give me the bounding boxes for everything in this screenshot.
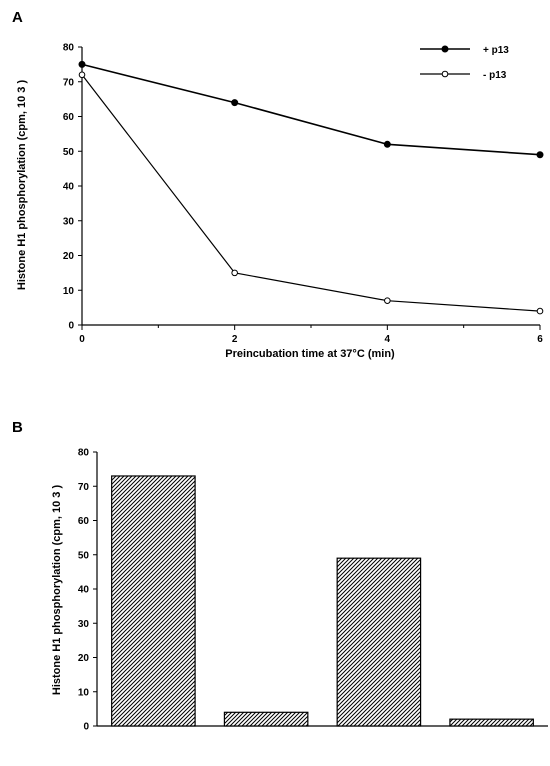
- y-tick-label: 10: [63, 286, 75, 297]
- y-tick-label: 50: [63, 147, 75, 158]
- panel-a-axes: [81, 47, 540, 326]
- y-tick-label: 80: [78, 448, 90, 459]
- data-point-plus-p13: [536, 151, 544, 159]
- bar-3: [336, 557, 422, 727]
- panel-a-label: A: [12, 9, 23, 26]
- legend-label-plus-p13: + p13: [483, 45, 509, 56]
- data-point-minus-p13: [78, 71, 86, 79]
- y-tick-label: 40: [63, 182, 75, 193]
- legend-label-minus-p13: - p13: [483, 70, 507, 81]
- bar-1: [111, 475, 196, 727]
- x-tick-label: 2: [232, 334, 238, 345]
- panel-a-y-ticks: 0 10 20 30 40 50 60 70 80: [63, 43, 82, 332]
- series-line-plus-p13: [81, 63, 541, 156]
- panel-b-y-axis-title: Histone H1 phosphorylation (cpm, 10 3 ): [51, 485, 63, 696]
- data-point-plus-p13: [231, 99, 239, 107]
- panel-a-legend: + p13 - p13: [420, 45, 509, 81]
- y-tick-label: 70: [63, 77, 75, 88]
- panel-b-bars: [111, 475, 534, 727]
- y-tick-label: 60: [78, 516, 90, 527]
- panel-a-x-axis-title: Preincubation time at 37°C (min): [225, 348, 395, 360]
- legend-marker-minus-p13: [441, 70, 449, 78]
- y-tick-label: 20: [78, 653, 90, 664]
- y-tick-label: 20: [63, 251, 75, 262]
- panel-a-series-lines: [81, 63, 541, 312]
- bar-2: [223, 711, 309, 727]
- data-point-plus-p13: [383, 140, 391, 148]
- y-tick-label: 50: [78, 550, 90, 561]
- bar-4: [449, 718, 534, 727]
- x-tick-label: 0: [79, 334, 85, 345]
- y-tick-label: 30: [63, 216, 75, 227]
- y-tick-label: 30: [78, 619, 90, 630]
- panel-a-line-chart: A 0 10 20 30 40 50 60 70 80 0 2 4 6 Preincubation t…: [12, 9, 544, 360]
- data-point-minus-p13: [536, 307, 544, 315]
- series-line-minus-p13: [81, 74, 541, 312]
- y-tick-label: 80: [63, 43, 75, 54]
- y-tick-label: 40: [78, 585, 90, 596]
- x-tick-label: 4: [385, 334, 391, 345]
- y-tick-label: 70: [78, 482, 90, 493]
- panel-a-x-ticks: 0 2 4 6: [79, 325, 543, 345]
- y-tick-label: 0: [83, 722, 89, 733]
- panel-b-y-ticks: 0 10 20 30 40 50 60 70 80: [78, 448, 97, 733]
- panel-a-data-points: [78, 60, 544, 315]
- y-tick-label: 0: [68, 321, 74, 332]
- x-tick-label: 6: [537, 334, 543, 345]
- y-tick-label: 60: [63, 112, 75, 123]
- data-point-minus-p13: [231, 269, 238, 277]
- data-point-minus-p13: [384, 297, 391, 304]
- panel-b-label: B: [12, 419, 23, 436]
- panel-b-bar-chart: B 0 10 20 30 40 50 60 70 80 Histone H1 phosphory…: [12, 419, 548, 733]
- y-tick-label: 10: [78, 687, 90, 698]
- legend-marker-plus-p13: [441, 45, 449, 53]
- panel-a-y-axis-title: Histone H1 phosphorylation (cpm, 10 3 ): [16, 80, 28, 291]
- data-point-plus-p13: [78, 60, 86, 68]
